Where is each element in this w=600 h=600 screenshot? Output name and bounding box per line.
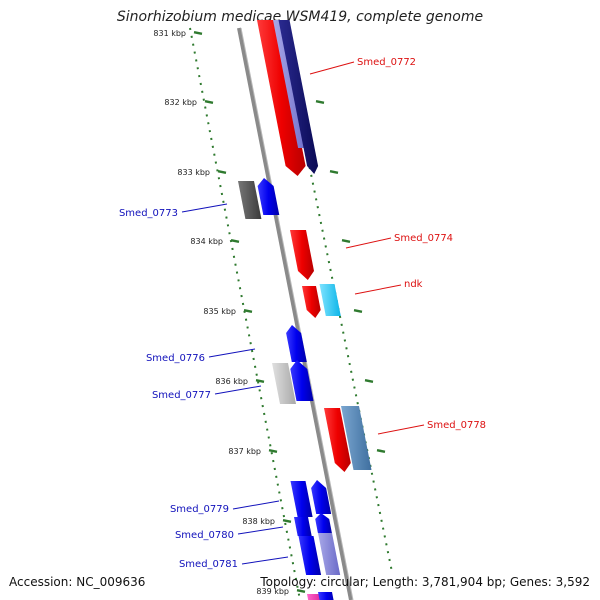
gene-smed-0772-outer[interactable] — [257, 20, 306, 176]
tick-mark — [230, 238, 240, 244]
label-leader-line — [208, 348, 256, 358]
gene-smed-0774[interactable] — [290, 230, 314, 280]
genome-summary-text: Topology: circular; Length: 3,781,904 bp… — [260, 575, 590, 589]
gene-smed-0781-left[interactable] — [298, 536, 322, 575]
gene-label[interactable]: Smed_0780 — [175, 530, 234, 541]
gene-smed-0781-right[interactable] — [318, 533, 341, 575]
gene-features — [238, 20, 372, 600]
gene-downstream-pink[interactable] — [307, 594, 322, 600]
tick-label: 833 kbp — [177, 168, 210, 177]
gene-smed-0779-right[interactable] — [311, 480, 332, 514]
genome-backbone — [237, 27, 353, 600]
tick-label: 836 kbp — [215, 377, 248, 386]
gene-label[interactable]: ndk — [404, 279, 423, 290]
accession-text: Accession: NC_009636 — [9, 575, 146, 589]
tick-mark — [315, 99, 325, 105]
map-title: Sinorhizobium medicae WSM419, complete g… — [116, 9, 484, 25]
gene-smed-0777-blue[interactable] — [290, 360, 314, 401]
left-tick-track — [189, 27, 301, 600]
tick-marks: 831 kbp 832 kbp 833 kbp 834 kbp 835 kbp 836 k… — [153, 29, 386, 596]
gene-smed-0773-blue[interactable] — [257, 178, 280, 215]
label-leader-line — [232, 500, 280, 510]
gene-smed-0772-inner[interactable] — [278, 20, 319, 174]
tick-label: 832 kbp — [164, 98, 197, 107]
gene-ndk-cyan[interactable] — [319, 284, 341, 316]
tick-mark — [268, 448, 278, 454]
gene-label[interactable]: Smed_0779 — [170, 504, 229, 515]
tick-mark — [364, 378, 374, 384]
gene-downstream-blue[interactable] — [318, 592, 336, 600]
tick-label: 837 kbp — [228, 447, 261, 456]
tick-label: 831 kbp — [153, 29, 186, 38]
gene-label[interactable]: Smed_0773 — [119, 208, 178, 219]
label-leader-line — [237, 526, 284, 535]
tick-mark — [353, 308, 363, 314]
tick-mark — [217, 169, 227, 175]
gene-smed-0779-left[interactable] — [290, 481, 313, 517]
gene-smed-0778-steel[interactable] — [341, 406, 372, 470]
tick-label: 839 kbp — [256, 587, 289, 596]
tick-mark — [341, 238, 351, 244]
genome-backbone-highlight — [240, 27, 354, 600]
tick-mark — [376, 448, 386, 454]
label-leader-line — [377, 424, 425, 435]
gene-label[interactable]: Smed_0776 — [146, 353, 205, 364]
tick-label: 834 kbp — [190, 237, 223, 246]
tick-label: 838 kbp — [242, 517, 275, 526]
tick-mark — [193, 30, 203, 36]
tick-mark — [255, 378, 265, 384]
tick-mark — [296, 588, 306, 594]
gene-smed-0780-left[interactable] — [294, 517, 312, 536]
gene-label[interactable]: Smed_0772 — [357, 57, 416, 68]
tick-mark — [282, 518, 292, 524]
label-leader-line — [345, 237, 392, 249]
tick-mark — [243, 308, 253, 314]
label-leader-line — [241, 556, 289, 565]
label-leader-line — [309, 61, 355, 75]
gene-smed-0778-red[interactable] — [324, 408, 351, 472]
right-tick-track — [299, 119, 393, 573]
gene-smed-0777-gray[interactable] — [272, 363, 296, 404]
gene-label[interactable]: Smed_0778 — [427, 420, 486, 431]
gene-label[interactable]: Smed_0781 — [179, 559, 238, 570]
gene-label[interactable]: Smed_0774 — [394, 233, 453, 244]
label-leader-line — [354, 284, 402, 295]
tick-label: 835 kbp — [203, 307, 236, 316]
label-leader-line — [181, 203, 228, 213]
gene-smed-0776[interactable] — [286, 325, 307, 362]
gene-smed-0780-right[interactable] — [315, 513, 332, 533]
gene-label[interactable]: Smed_0777 — [152, 390, 211, 401]
label-leader-lines — [181, 61, 425, 565]
label-leader-line — [214, 385, 262, 395]
gene-smed-0773-gray[interactable] — [238, 181, 262, 219]
tick-mark — [329, 169, 339, 175]
gene-ndk-red[interactable] — [302, 286, 321, 318]
tick-mark — [204, 99, 214, 105]
